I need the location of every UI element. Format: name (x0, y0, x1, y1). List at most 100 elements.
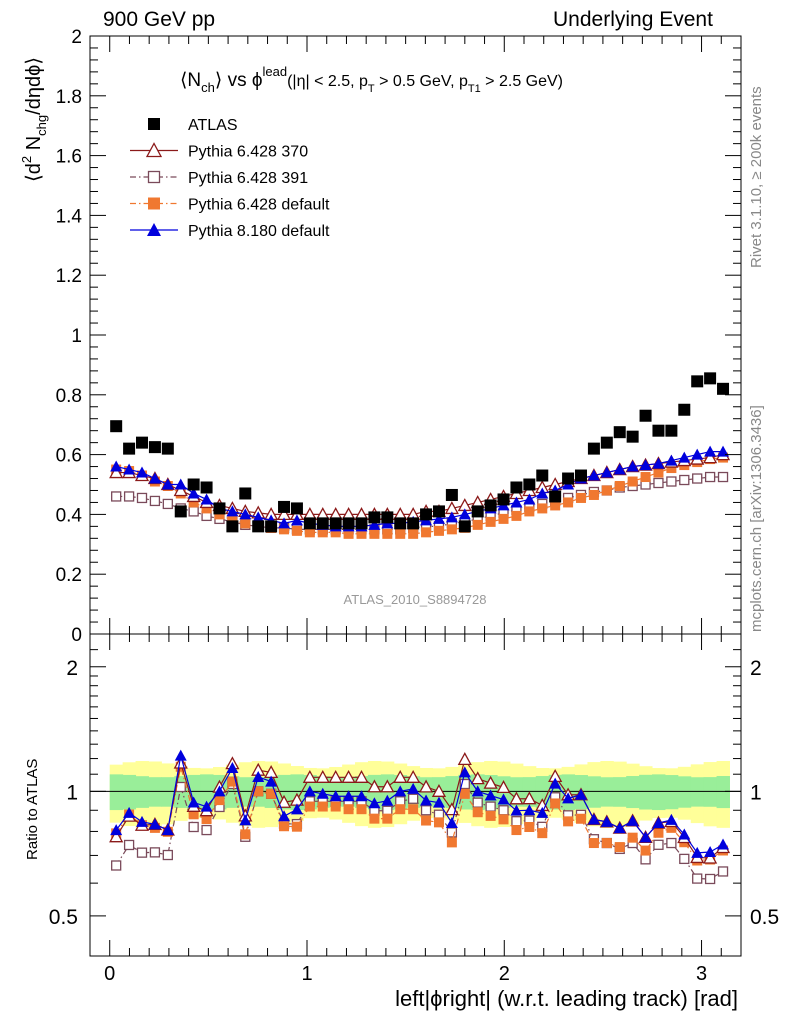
data-point (123, 839, 135, 851)
y-axis-label: ⟨d2 Nchg/dηdϕ⟩ (19, 57, 49, 182)
data-point (601, 485, 612, 496)
data-point (355, 790, 368, 802)
data-point (704, 471, 716, 483)
data-point (278, 810, 291, 822)
data-point (201, 824, 212, 836)
data-point (600, 815, 613, 827)
data-point (330, 801, 341, 812)
data-point (317, 527, 328, 538)
plot-title: ⟨Nch⟩ vs ϕlead(|η| < 2.5, pT > 0.5 GeV, … (180, 64, 563, 95)
data-point (252, 770, 265, 782)
data-point (279, 821, 290, 832)
stat-band-segment (200, 774, 214, 811)
data-point (509, 791, 524, 805)
data-point (549, 777, 562, 789)
ratio-series-line (115, 766, 724, 862)
data-point (147, 223, 161, 236)
data-point (523, 478, 536, 491)
title-subscript: ch (201, 80, 215, 95)
data-point (382, 528, 393, 539)
data-point (110, 460, 123, 472)
data-point (563, 816, 574, 827)
data-point (563, 497, 574, 508)
data-point (704, 372, 717, 385)
legend-label: Pythia 6.428 370 (188, 144, 308, 161)
data-point (304, 527, 315, 538)
data-point (574, 469, 587, 482)
data-point (123, 491, 135, 502)
data-point (458, 520, 471, 533)
ylabel-superscript: 2 (19, 156, 34, 163)
data-point (187, 796, 200, 808)
y-tick-label: 0.4 (56, 505, 83, 526)
title-subscript: T1 (468, 83, 481, 95)
data-point (536, 487, 549, 499)
header-right: Underlying Event (553, 8, 713, 31)
data-point (717, 445, 730, 457)
ratio-y-tick-label: 1 (66, 781, 78, 804)
data-point (201, 814, 212, 825)
data-point (279, 524, 290, 535)
data-point (123, 806, 136, 818)
y-tick-label: 1.4 (56, 206, 83, 227)
data-point (316, 517, 329, 530)
ratio-y-tick-label: 0.5 (49, 906, 78, 929)
data-point (574, 788, 587, 800)
stat-band-segment (600, 777, 614, 807)
data-point (240, 829, 251, 840)
data-point (432, 796, 445, 808)
data-point (420, 805, 432, 816)
data-point (147, 170, 161, 184)
data-point (188, 506, 199, 517)
data-point (640, 854, 651, 865)
data-point (485, 810, 496, 821)
data-point (136, 492, 148, 504)
title-part: (|η| < 2.5, p (287, 73, 368, 90)
data-point (704, 445, 717, 457)
data-point (354, 769, 369, 783)
data-point (653, 839, 664, 850)
data-point (717, 838, 730, 850)
data-point (406, 769, 421, 783)
data-point (510, 481, 523, 494)
data-point (497, 793, 510, 805)
data-point (459, 778, 470, 790)
data-point (226, 520, 239, 533)
ratio-y-tick-label: 2 (750, 657, 762, 680)
data-point (240, 518, 251, 529)
y-tick-label: 0.6 (56, 446, 82, 467)
stat-band-segment (652, 774, 666, 811)
data-point (239, 814, 252, 826)
data-point (485, 801, 496, 812)
data-point (666, 476, 677, 487)
data-point (278, 517, 291, 529)
data-point (692, 873, 703, 884)
main-x-ticks (109, 36, 722, 634)
data-point (562, 472, 575, 485)
data-point (458, 508, 471, 520)
data-point (537, 503, 548, 514)
data-point (111, 491, 122, 502)
stat-band-segment (664, 775, 679, 810)
data-point (239, 487, 252, 500)
stat-band-segment (703, 777, 718, 807)
data-point (679, 474, 690, 486)
data-point (226, 505, 239, 517)
title-part: > 2.5 GeV) (481, 73, 563, 90)
data-point (445, 488, 458, 501)
data-point (613, 822, 626, 834)
data-point (498, 513, 509, 524)
data-point (418, 779, 434, 793)
ratio-panel: 0.5 0.5 1 1 2 2 0 1 2 3 Ratio to ATLAS left|ϕrig… (24, 633, 779, 1011)
data-point (408, 804, 419, 815)
data-point (109, 465, 124, 479)
stat-band-segment (148, 777, 162, 807)
stat-band-segment (613, 777, 627, 807)
ylabel-part: N (23, 136, 45, 156)
data-point (703, 450, 718, 464)
y-tick-label: 1.8 (56, 87, 82, 108)
data-point (110, 824, 123, 836)
data-point (652, 424, 665, 437)
data-point (704, 873, 716, 885)
